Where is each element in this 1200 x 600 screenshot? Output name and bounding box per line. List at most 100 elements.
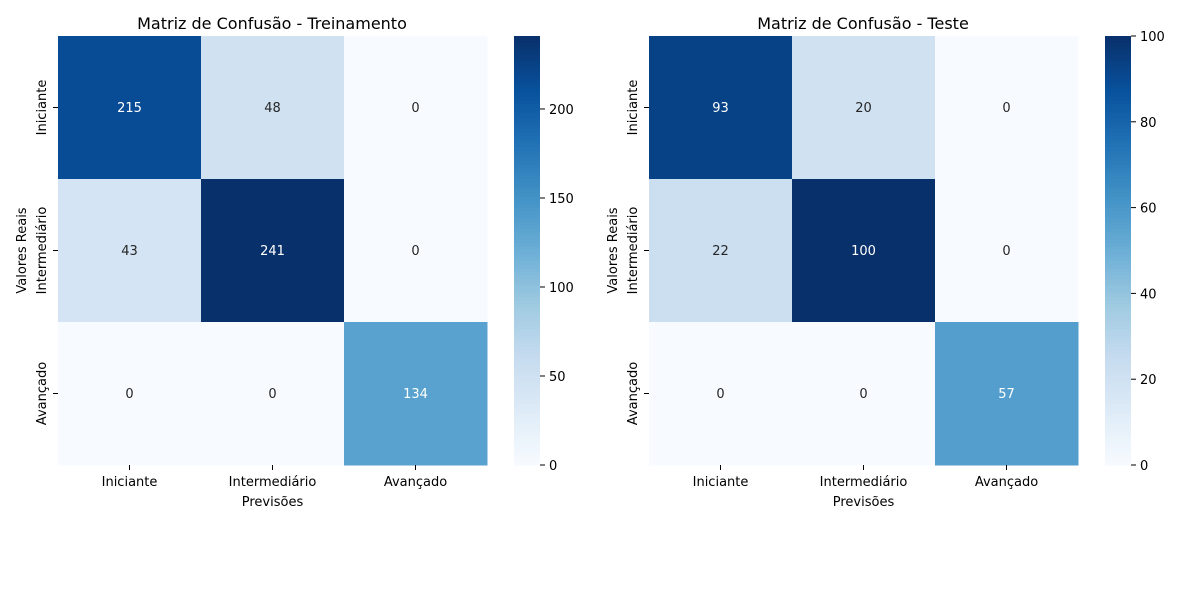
cell-value-label: 0 bbox=[859, 387, 867, 402]
colorbar-segment bbox=[514, 218, 540, 223]
colorbar-segment bbox=[1105, 432, 1131, 437]
colorbar-segment bbox=[1105, 414, 1131, 420]
colorbar-segment bbox=[514, 461, 540, 466]
heatmap-cell bbox=[935, 36, 1079, 180]
colorbar-segment bbox=[514, 189, 540, 194]
colorbar-segment bbox=[1105, 179, 1131, 184]
colorbar-segment bbox=[1105, 443, 1131, 448]
colorbar-segment bbox=[1105, 193, 1131, 198]
colorbar-segment bbox=[514, 368, 540, 373]
colorbar-segment bbox=[514, 450, 540, 455]
colorbar-segment bbox=[514, 121, 540, 126]
colorbar-segment bbox=[514, 354, 540, 359]
colorbar-segment bbox=[1105, 425, 1131, 430]
colorbar-segment bbox=[514, 96, 540, 101]
colorbar-segment bbox=[1105, 186, 1131, 191]
colorbar-segment bbox=[1105, 454, 1131, 459]
colorbar-segment bbox=[514, 279, 540, 284]
x-tick-label: Avançado bbox=[384, 475, 447, 490]
colorbar-segment bbox=[514, 57, 540, 62]
colorbar-segment bbox=[514, 457, 540, 463]
y-tick-label: Iniciante bbox=[35, 80, 50, 136]
y-tick-label: Avançado bbox=[626, 362, 641, 425]
colorbar-segment bbox=[514, 46, 540, 51]
colorbar-segment bbox=[514, 39, 540, 44]
colorbar-segment bbox=[1105, 171, 1131, 177]
heatmap-cell bbox=[201, 322, 345, 466]
cell-value-label: 241 bbox=[260, 244, 285, 259]
colorbar-segment bbox=[1105, 125, 1131, 130]
colorbar-segment bbox=[514, 239, 540, 244]
colorbar-segment bbox=[1105, 196, 1131, 202]
colorbar-segment bbox=[1105, 36, 1131, 41]
colorbar-segment bbox=[514, 164, 540, 169]
colorbar-segment bbox=[514, 411, 540, 416]
x-tick-label: Intermediário bbox=[820, 475, 908, 490]
cell-value-label: 22 bbox=[712, 244, 729, 259]
colorbar-segment bbox=[1105, 43, 1131, 48]
colorbar-segment bbox=[1105, 229, 1131, 234]
cell-value-label: 0 bbox=[411, 244, 419, 259]
colorbar-segment bbox=[514, 443, 540, 448]
colorbar-segment bbox=[1105, 96, 1131, 101]
colorbar-segment bbox=[514, 107, 540, 112]
colorbar-segment bbox=[1105, 211, 1131, 216]
colorbar-segment bbox=[514, 382, 540, 387]
colorbar-segment bbox=[514, 422, 540, 427]
colorbar-segment bbox=[1105, 411, 1131, 416]
heatmap-panel-1: Matriz de Confusão - Treinamento 215 48 0 43… bbox=[15, 14, 574, 510]
heatmap-cell bbox=[201, 36, 345, 180]
colorbar-segment bbox=[514, 132, 540, 137]
colorbar-segment bbox=[1105, 364, 1131, 370]
colorbar-segment bbox=[1105, 461, 1131, 466]
colorbar-segment bbox=[1105, 246, 1131, 252]
colorbar-segment bbox=[514, 204, 540, 209]
colorbar-segment bbox=[1105, 422, 1131, 427]
colorbar-segment bbox=[1105, 257, 1131, 262]
colorbar-segment bbox=[1105, 447, 1131, 452]
colorbar-segment bbox=[514, 103, 540, 109]
colorbar-segment bbox=[1105, 282, 1131, 287]
colorbar-segment bbox=[1105, 300, 1131, 305]
colorbar-segment bbox=[514, 393, 540, 398]
colorbar-segment bbox=[1105, 71, 1131, 76]
colorbar-segment bbox=[514, 254, 540, 259]
colorbar-segment bbox=[1105, 379, 1131, 384]
colorbar-segment bbox=[514, 114, 540, 119]
colorbar-segment bbox=[1105, 418, 1131, 423]
colorbar-segment bbox=[514, 389, 540, 395]
colorbar-segment bbox=[1105, 161, 1131, 166]
colorbar-segment bbox=[514, 75, 540, 80]
colorbar-segment bbox=[1105, 436, 1131, 441]
x-axis-label: Previsões bbox=[833, 495, 895, 510]
colorbar-segment bbox=[514, 264, 540, 269]
colorbar-segment bbox=[1105, 86, 1131, 91]
colorbar-tick-label: 60 bbox=[1140, 202, 1157, 217]
colorbar-segment bbox=[514, 246, 540, 252]
colorbar-tick-label: 100 bbox=[1140, 30, 1165, 45]
colorbar-segment bbox=[1105, 78, 1131, 84]
colorbar-segment bbox=[1105, 368, 1131, 373]
y-tick-label: Intermediário bbox=[35, 207, 50, 295]
y-axis-label: Valores Reais bbox=[606, 207, 621, 293]
colorbar-segment bbox=[514, 271, 540, 277]
colorbar-segment bbox=[514, 229, 540, 234]
colorbar-segment bbox=[514, 157, 540, 162]
cell-value-label: 93 bbox=[712, 101, 729, 116]
colorbar-tick-label: 80 bbox=[1140, 116, 1157, 131]
x-tick-label: Avançado bbox=[975, 475, 1038, 490]
chart-title: Matriz de Confusão - Treinamento bbox=[137, 14, 407, 33]
colorbar-segment bbox=[1105, 150, 1131, 155]
colorbar-segment bbox=[1105, 128, 1131, 134]
colorbar-segment bbox=[1105, 293, 1131, 298]
colorbar-segment bbox=[514, 243, 540, 248]
cell-value-label: 134 bbox=[403, 387, 428, 402]
colorbar-segment bbox=[514, 232, 540, 237]
colorbar-segment bbox=[514, 61, 540, 66]
colorbar-segment bbox=[514, 257, 540, 262]
heatmap-cell bbox=[649, 322, 793, 466]
x-tick-label: Iniciante bbox=[693, 475, 749, 490]
colorbar-segment bbox=[514, 300, 540, 305]
colorbar-segment bbox=[1105, 429, 1131, 434]
